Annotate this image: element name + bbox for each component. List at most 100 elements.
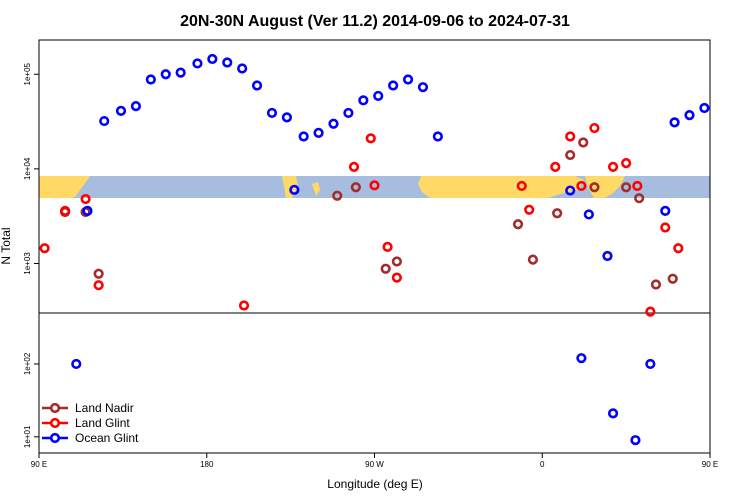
map-strip-land-florida [312,182,320,196]
point-ocean-glint-27 [576,353,587,364]
map-strip-land-india-asia [585,176,625,198]
point-land-nadir-15 [650,279,662,290]
point-ocean-glint-36 [699,102,710,114]
lower-panel-frame [38,312,711,454]
point-land-nadir-3 [332,190,343,201]
point-land-nadir-12 [589,182,600,193]
map-strip-land-africa-arabia [418,176,584,198]
point-land-glint-1 [59,205,71,216]
x-tick-label-3: 0 [540,460,545,469]
point-ocean-glint-14 [281,112,292,123]
point-land-nadir-16 [667,273,678,284]
point-land-glint-20 [660,222,671,233]
point-ocean-glint-21 [373,90,384,102]
point-ocean-glint-9 [207,53,218,65]
point-ocean-glint-0 [71,358,82,370]
point-ocean-glint-6 [160,69,171,80]
point-land-nadir-8 [527,254,539,265]
point-land-nadir-11 [578,137,589,148]
legend-marker-land-glint [49,417,61,429]
point-ocean-glint-13 [266,107,278,119]
point-ocean-glint-5 [145,74,156,85]
point-land-glint-12 [550,161,561,172]
point-land-glint-11 [524,204,535,215]
point-ocean-glint-24 [417,82,429,93]
point-ocean-glint-28 [583,209,594,220]
point-ocean-glint-33 [660,205,671,216]
point-land-nadir-4 [350,182,361,193]
point-land-nadir-13 [621,182,632,193]
point-land-glint-4 [238,300,250,311]
data-points [39,53,710,446]
point-land-nadir-10 [552,208,563,219]
map-strip-land-asia [39,176,90,198]
y-upper-tick-label-0: 1e+03 [23,252,32,275]
point-land-glint-7 [369,180,380,191]
point-land-glint-5 [348,161,360,172]
point-ocean-glint-22 [388,80,399,91]
point-land-glint-14 [576,180,587,192]
chart-title: 20N-30N August (Ver 11.2) 2014-09-06 to … [180,13,570,30]
legend-label-land-nadir: Land Nadir [75,401,134,415]
y-lower-tick-label-0: 1e+01 [23,425,32,448]
map-strip [39,176,710,198]
point-ocean-glint-26 [565,185,576,196]
point-land-nadir-2 [93,268,104,279]
point-land-nadir-9 [565,149,576,161]
point-land-glint-19 [645,306,656,317]
point-ocean-glint-2 [99,115,110,127]
x-axis-label: Longitude (deg E) [327,477,422,491]
x-tick-label-0: 90 E [31,460,47,469]
y-upper-tick-label-2: 1e+05 [23,62,32,85]
point-ocean-glint-31 [630,435,641,446]
point-ocean-glint-7 [175,67,186,78]
point-land-nadir-5 [380,263,391,274]
y-lower-tick-label-1: 1e+02 [23,352,32,375]
point-land-glint-6 [365,133,376,144]
point-land-glint-0 [39,243,50,254]
point-land-glint-18 [632,180,643,192]
point-land-glint-2 [80,193,91,205]
point-ocean-glint-10 [222,57,233,68]
point-land-glint-16 [607,161,619,172]
point-ocean-glint-1 [82,205,93,216]
point-land-nadir-14 [634,193,645,204]
y-axis: 1e+03 1e+04 1e+05 1e+01 1e+02 [23,62,39,448]
point-land-glint-21 [673,243,684,254]
point-land-glint-10 [516,180,527,192]
legend-marker-land-nadir [49,402,61,414]
point-ocean-glint-12 [251,80,263,91]
point-ocean-glint-17 [313,127,324,138]
point-land-glint-13 [565,131,576,142]
point-land-glint-15 [589,122,600,134]
point-ocean-glint-29 [602,250,613,262]
point-land-glint-8 [382,241,393,252]
point-ocean-glint-4 [130,101,142,112]
point-ocean-glint-25 [432,131,443,142]
point-ocean-glint-23 [402,74,414,85]
point-ocean-glint-11 [237,63,248,74]
point-land-nadir-6 [391,256,402,267]
point-ocean-glint-16 [298,131,309,142]
x-tick-label-1: 180 [200,460,214,469]
point-ocean-glint-30 [607,408,619,419]
point-ocean-glint-15 [289,184,300,195]
point-land-nadir-7 [512,219,524,230]
point-land-glint-9 [391,272,402,283]
point-ocean-glint-19 [343,107,354,119]
point-ocean-glint-35 [684,109,695,121]
legend-label-ocean-glint: Ocean Glint [75,431,139,445]
point-ocean-glint-18 [328,118,339,129]
x-axis: 90 E 180 90 W 0 90 E [31,453,718,469]
point-ocean-glint-8 [192,58,203,69]
x-tick-label-2: 90 W [365,460,384,469]
y-upper-tick-label-1: 1e+04 [23,157,32,180]
point-land-glint-3 [93,280,104,291]
point-ocean-glint-32 [645,358,656,370]
point-ocean-glint-20 [358,95,369,106]
legend-label-land-glint: Land Glint [75,416,130,430]
point-ocean-glint-34 [669,117,680,128]
point-ocean-glint-3 [115,105,127,116]
